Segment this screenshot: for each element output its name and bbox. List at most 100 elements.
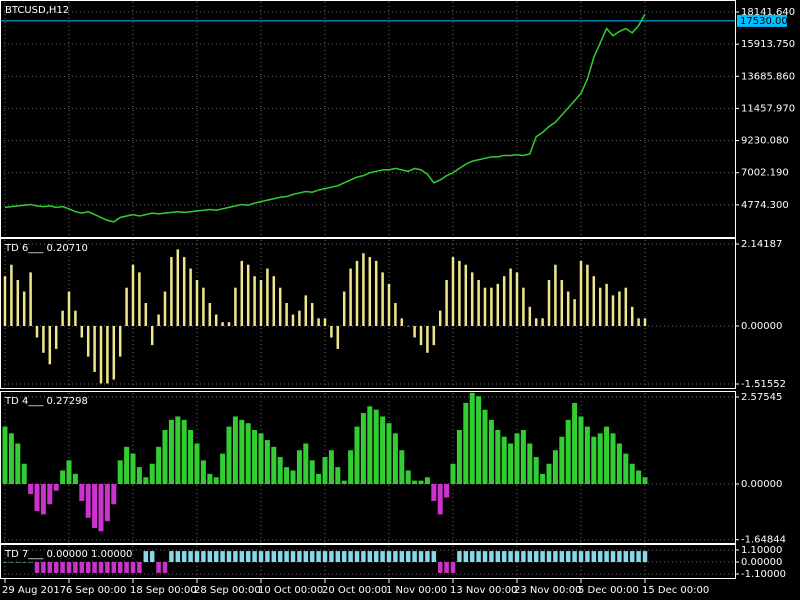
- histogram-bar: [85, 484, 91, 518]
- histogram-bar: [303, 551, 309, 562]
- histogram-bar: [202, 287, 205, 326]
- histogram-bar: [457, 551, 462, 562]
- histogram-bar: [112, 325, 116, 380]
- histogram-bar: [642, 551, 648, 562]
- histogram-bar: [316, 551, 321, 562]
- histogram-bar: [367, 551, 373, 562]
- histogram-bar: [239, 419, 245, 485]
- histogram-bar: [105, 562, 110, 573]
- histogram-bar: [636, 470, 642, 485]
- histogram-bar: [163, 291, 167, 326]
- histogram-bar: [234, 287, 237, 326]
- histogram-bar: [47, 484, 53, 505]
- histogram-bar: [111, 562, 117, 573]
- histogram-bar: [181, 419, 187, 485]
- histogram-bar: [522, 287, 525, 326]
- histogram-bar: [406, 325, 410, 327]
- histogram-bar: [47, 562, 53, 573]
- histogram-bar: [21, 562, 27, 563]
- histogram-bar: [317, 318, 320, 326]
- histogram-bar: [617, 551, 622, 562]
- histogram-bar: [277, 456, 283, 485]
- x-tick-label: 5 Dec 00:00: [578, 585, 639, 596]
- histogram-bar: [298, 310, 301, 326]
- panel-title: TD 7___ 0.00000 1.00000: [4, 549, 132, 560]
- histogram-bar: [189, 268, 192, 326]
- histogram-bar: [559, 551, 565, 562]
- histogram-bar: [618, 291, 621, 326]
- histogram-bar: [188, 429, 194, 485]
- histogram-bar: [437, 484, 443, 515]
- histogram-bar: [92, 484, 98, 528]
- x-tick-label: 28 Sep 00:00: [194, 585, 261, 596]
- histogram-bar: [386, 423, 392, 485]
- histogram-bar: [170, 257, 173, 326]
- histogram-bar: [438, 310, 442, 326]
- histogram-bar: [586, 264, 589, 326]
- histogram-bar: [501, 551, 507, 562]
- x-tick-label: 18 Sep 00:00: [130, 585, 197, 596]
- y-tick-label: 15913.750: [741, 39, 795, 50]
- histogram-bar: [547, 280, 551, 326]
- histogram-bar: [150, 325, 154, 346]
- histogram-bar: [277, 551, 283, 562]
- histogram-bar: [495, 429, 501, 485]
- histogram-bar: [381, 272, 384, 326]
- histogram-bar: [329, 551, 334, 562]
- histogram-bar: [9, 562, 14, 563]
- histogram-bar: [264, 440, 270, 485]
- histogram-bar: [303, 443, 309, 485]
- histogram-bar: [290, 470, 296, 485]
- histogram-bar: [489, 551, 494, 562]
- histogram-bar: [42, 325, 45, 353]
- histogram-bar: [67, 291, 71, 326]
- histogram-bar: [540, 473, 546, 485]
- histogram-bar: [220, 453, 226, 485]
- histogram-bar: [226, 426, 232, 485]
- histogram-bar: [168, 419, 174, 485]
- histogram-bar: [21, 463, 27, 485]
- histogram-bar: [60, 562, 65, 573]
- histogram-bar: [335, 467, 341, 485]
- y-tick-label: -1.64844: [741, 535, 786, 546]
- histogram-bar: [297, 551, 302, 562]
- histogram-bar: [143, 477, 149, 485]
- histogram-bar: [432, 325, 436, 346]
- histogram-bar: [169, 551, 174, 562]
- histogram-bar: [316, 473, 322, 485]
- histogram-bar: [394, 303, 397, 326]
- histogram-bar: [309, 551, 315, 562]
- histogram-bar: [99, 325, 103, 384]
- histogram-bar: [501, 436, 507, 485]
- y-tick-label: 9230.080: [741, 136, 789, 147]
- histogram-bar: [476, 396, 482, 485]
- histogram-bar: [304, 295, 308, 326]
- histogram-bar: [16, 280, 20, 326]
- histogram-bar: [496, 283, 500, 326]
- histogram-bar: [399, 450, 405, 485]
- histogram-bar: [553, 551, 558, 562]
- histogram-bar: [515, 272, 519, 326]
- histogram-bar: [527, 443, 533, 485]
- histogram-bar: [239, 551, 245, 562]
- y-tick-label: 4774.300: [741, 200, 789, 211]
- histogram-bar: [221, 322, 224, 326]
- histogram-bar: [323, 318, 327, 326]
- histogram-bar: [546, 551, 552, 562]
- panel-border: [0, 238, 736, 389]
- panel-title: TD 6___ 0.20710: [4, 243, 88, 254]
- histogram-bar: [560, 280, 564, 326]
- histogram-bar: [509, 268, 512, 326]
- histogram-bar: [463, 551, 469, 562]
- histogram-bar: [598, 287, 602, 326]
- histogram-bar: [604, 426, 610, 485]
- histogram-bar: [309, 460, 315, 485]
- histogram-bar: [290, 551, 296, 562]
- histogram-bar: [604, 551, 609, 562]
- histogram-bar: [35, 325, 39, 338]
- histogram-bar: [362, 253, 365, 326]
- histogram-bar: [233, 551, 238, 562]
- histogram-bar: [495, 551, 501, 562]
- histogram-bar: [117, 562, 123, 573]
- histogram-bar: [348, 551, 353, 562]
